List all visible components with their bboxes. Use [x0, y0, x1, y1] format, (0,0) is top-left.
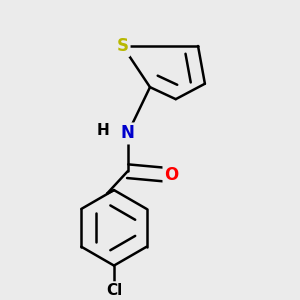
Text: N: N [121, 124, 135, 142]
Text: Cl: Cl [106, 283, 122, 298]
Text: O: O [164, 166, 179, 184]
Text: H: H [97, 123, 110, 138]
Text: S: S [117, 37, 129, 55]
